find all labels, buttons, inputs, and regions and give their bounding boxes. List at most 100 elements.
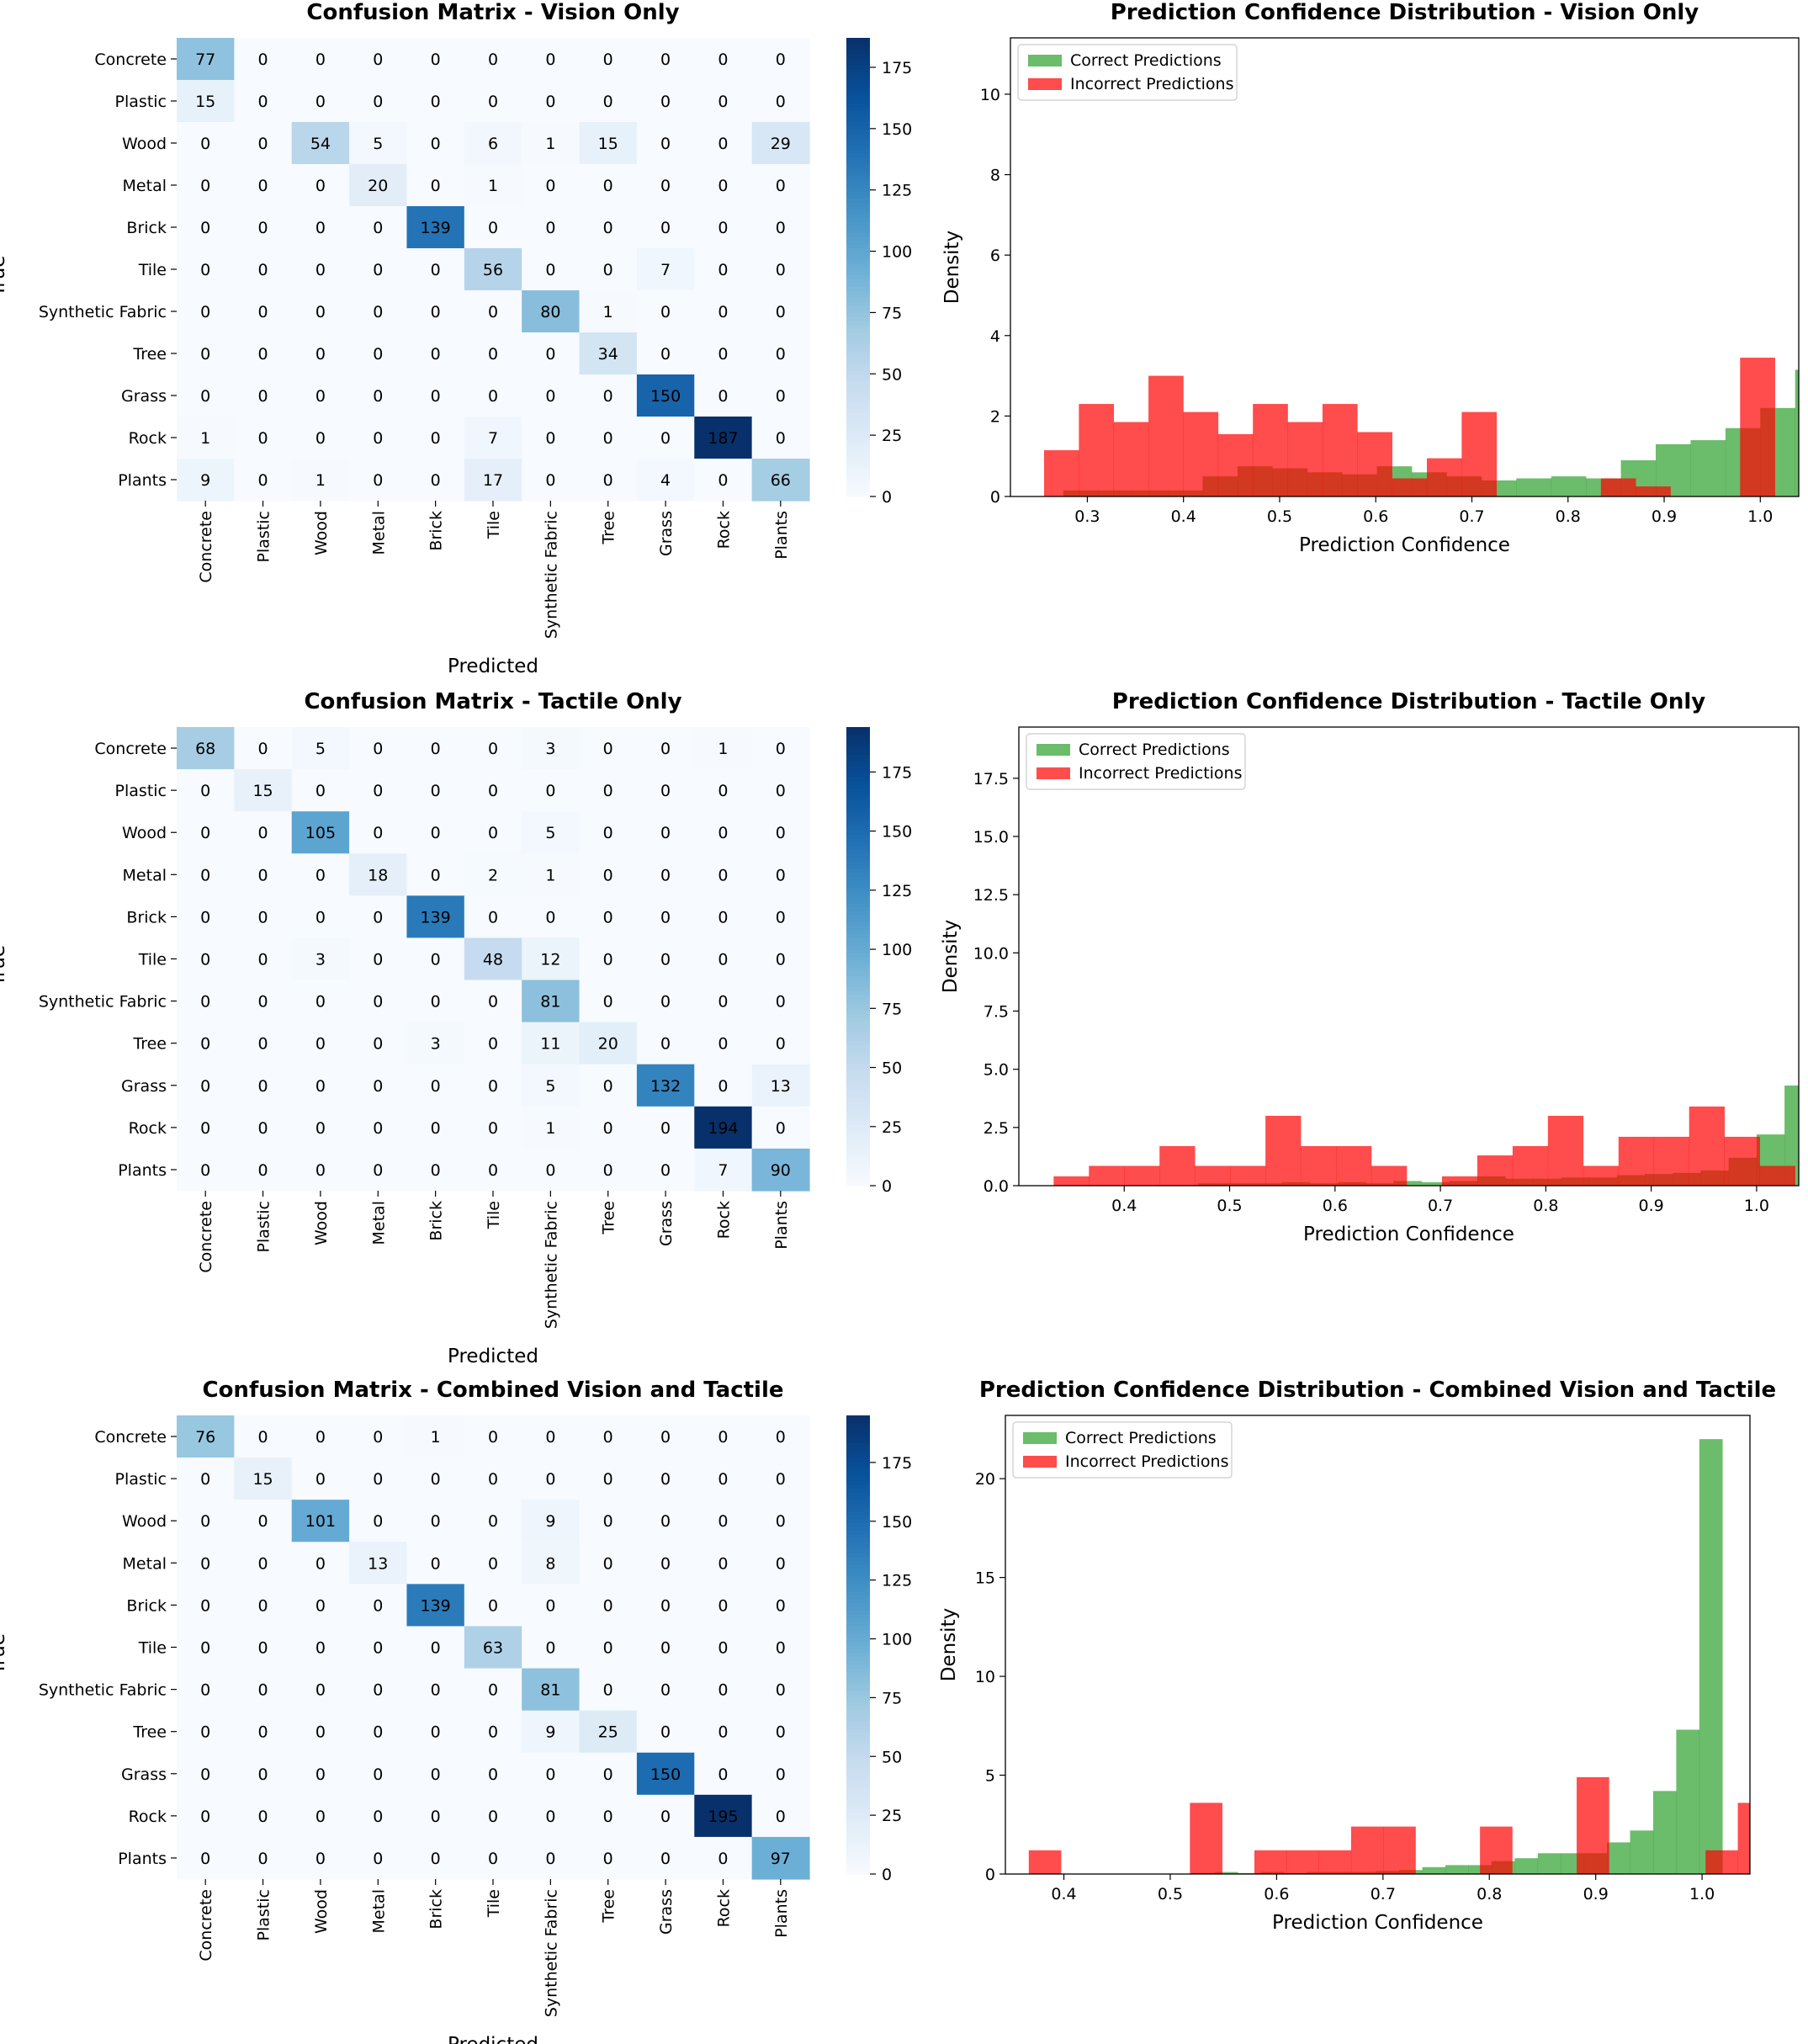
colorbar-segment (846, 799, 870, 804)
colorbar-segment (846, 328, 870, 333)
colorbar-segment (846, 986, 870, 991)
heatmap-cell (177, 1542, 235, 1585)
cell-value-label: 139 (421, 219, 451, 237)
x-tick-label: 0.8 (1556, 507, 1581, 526)
colorbar-segment (846, 1476, 870, 1481)
cell-value-label: 81 (540, 993, 560, 1011)
heatmap-cell (464, 164, 522, 207)
correct-bar (1676, 1729, 1700, 1874)
cell-value-label: 0 (373, 1808, 383, 1826)
colorbar-segment (846, 1766, 870, 1771)
colorbar-segment (846, 1441, 870, 1447)
colorbar-segment (846, 125, 870, 130)
heatmap-cell (291, 1542, 350, 1585)
y-tick-label: 6 (990, 247, 1000, 265)
cell-value-label: 1 (545, 135, 555, 153)
colorbar-segment (846, 229, 870, 234)
heatmap-cell (234, 811, 293, 854)
correct-bar (1445, 1865, 1469, 1874)
colorbar-segment (846, 145, 870, 150)
cell-value-label: 0 (373, 387, 383, 406)
cell-value-label: 0 (718, 1470, 728, 1489)
cell-value-label: 0 (603, 261, 613, 279)
y-tick-label: 10.0 (973, 944, 1009, 963)
colorbar-segment (846, 473, 870, 478)
cell-value-label: 0 (718, 93, 728, 111)
cell-value-label: 0 (718, 1596, 728, 1615)
heatmap-cell (177, 38, 235, 81)
colorbar-segment (846, 1048, 870, 1053)
cell-value-label: 0 (718, 1850, 728, 1868)
x-tick-label: Metal (369, 1201, 388, 1245)
colorbar-segment (846, 911, 870, 916)
heatmap-cell (177, 1457, 235, 1500)
correct-bar (1516, 478, 1552, 496)
heatmap-cell (349, 980, 408, 1023)
colorbar-segment (846, 465, 870, 470)
cell-value-label: 139 (421, 1596, 451, 1615)
y-tick-label: Plastic (115, 782, 167, 800)
cell-value-label: 0 (200, 908, 210, 926)
colorbar-segment (846, 1557, 870, 1562)
colorbar-segment (846, 933, 870, 938)
heatmap-cell (751, 417, 810, 459)
cell-value-label: 0 (603, 993, 613, 1011)
cell-value-label: 15 (195, 93, 215, 111)
colorbar-segment (846, 1465, 870, 1470)
cell-value-label: 0 (545, 1850, 555, 1868)
colorbar-segment (846, 1564, 870, 1569)
colorbar-segment (846, 232, 870, 237)
colorbar-segment (846, 450, 870, 455)
cell-value-label: 0 (660, 1850, 671, 1868)
colorbar-segment (846, 401, 870, 406)
incorrect-bar (1759, 1165, 1795, 1186)
cell-value-label: 5 (373, 135, 383, 153)
cell-value-label: 0 (315, 219, 326, 237)
colorbar-segment (846, 1656, 870, 1661)
cell-value-label: 0 (200, 1470, 210, 1489)
heatmap-cell (694, 1457, 753, 1500)
heatmap-cell (579, 1584, 638, 1627)
x-tick-label: Wood (312, 1201, 331, 1245)
cell-value-label: 0 (776, 1428, 786, 1447)
colorbar-tick-label: 0 (882, 1177, 892, 1196)
y-axis-label: Density (940, 920, 962, 993)
colorbar-segment (846, 1488, 870, 1493)
cell-value-label: 0 (200, 824, 210, 842)
cell-value-label: 0 (488, 1850, 498, 1868)
colorbar-segment (846, 845, 870, 850)
cell-value-label: 0 (660, 1723, 671, 1742)
colorbar-segment (846, 1805, 870, 1810)
heatmap-cell (751, 248, 810, 291)
cell-value-label: 0 (776, 93, 786, 111)
cell-value-label: 0 (431, 345, 441, 364)
colorbar-segment (846, 321, 870, 326)
colorbar-segment (846, 1128, 870, 1133)
heatmap-cell (579, 38, 638, 81)
colorbar-segment (846, 485, 870, 490)
colorbar-segment (846, 1484, 870, 1489)
cell-value-label: 90 (771, 1161, 791, 1180)
colorbar-tick-label: 150 (882, 120, 912, 139)
cell-value-label: 0 (257, 1161, 268, 1180)
heatmap-cell (579, 290, 638, 333)
y-tick-label: Grass (121, 387, 167, 406)
cell-value-label: 48 (483, 951, 503, 969)
colorbar-segment (846, 1637, 870, 1642)
cell-value-label: 1 (431, 1428, 441, 1447)
colorbar-segment (846, 160, 870, 165)
heatmap-cell (751, 937, 810, 981)
incorrect-bar (1461, 411, 1498, 496)
colorbar-segment (846, 297, 870, 302)
incorrect-bar (1737, 1802, 1750, 1874)
cell-value-label: 1 (718, 740, 728, 758)
heatmap-cell (694, 1542, 753, 1585)
colorbar-segment (846, 1858, 870, 1863)
cell-value-label: 0 (200, 177, 210, 195)
y-tick-label: 15 (975, 1569, 995, 1588)
heatmap-cell (751, 459, 810, 502)
x-tick-label: Plants (772, 1201, 791, 1250)
colorbar-segment (846, 1070, 870, 1075)
colorbar-segment (846, 792, 870, 797)
cell-value-label: 0 (315, 1681, 326, 1700)
